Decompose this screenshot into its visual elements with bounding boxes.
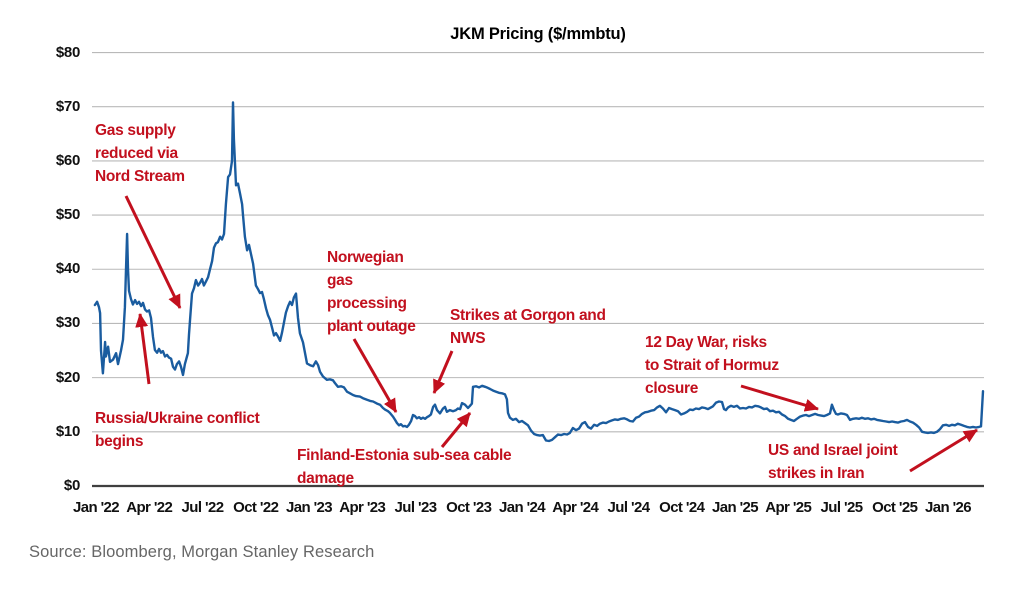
annotation-arrow-russia-ukraine	[135, 313, 151, 385]
x-tick-label: Jul '24	[607, 499, 651, 516]
x-tick-label: Jan '22	[72, 499, 120, 516]
x-tick-label: Apr '25	[765, 499, 812, 516]
y-tick-label: $0	[63, 477, 80, 494]
y-tick-label: $40	[55, 260, 80, 278]
x-tick-label: Oct '25	[872, 499, 918, 516]
annotation-arrow-twelve-day-war	[740, 384, 819, 412]
annotation-arrow-gorgon-nws	[432, 350, 454, 394]
x-tick-label: Jan '23	[285, 499, 333, 516]
annotation-arrow-us-israel-strikes	[909, 428, 978, 473]
annotation-norwegian-outage: Norwegian gas processing plant outage	[327, 249, 416, 335]
chart-title: JKM Pricing ($/mmbtu)	[450, 25, 626, 43]
x-tick-label: Jan '26	[924, 499, 972, 516]
x-tick-label: Jul '25	[820, 499, 864, 516]
y-tick-label: $60	[55, 151, 80, 169]
x-tick-label: Oct '22	[233, 499, 279, 516]
y-tick-label: $30	[55, 314, 80, 332]
x-tick-label: Apr '24	[552, 499, 599, 516]
annotation-arrow-norwegian-outage	[352, 338, 398, 413]
annotation-arrow-finland-estonia	[440, 412, 472, 448]
x-tick-label: Jan '25	[711, 499, 759, 516]
x-tick-label: Apr '23	[339, 499, 386, 516]
x-tick-label: Oct '24	[659, 499, 705, 516]
y-tick-label: $70	[55, 97, 80, 115]
annotation-twelve-day-war: 12 Day War, risks to Strait of Hormuz cl…	[645, 334, 779, 397]
annotation-gorgon-nws: Strikes at Gorgon and NWS	[450, 307, 606, 347]
x-tick-label: Jan '24	[498, 499, 546, 516]
y-tick-label: $50	[55, 206, 80, 224]
x-tick-label: Jul '22	[181, 499, 225, 516]
source-note: Source: Bloomberg, Morgan Stanley Resear…	[29, 543, 375, 561]
annotation-russia-ukraine: Russia/Ukraine conflict begins	[95, 410, 260, 450]
y-tick-label: $20	[55, 368, 80, 386]
y-tick-label: $80	[55, 43, 80, 61]
x-tick-label: Oct '23	[446, 499, 492, 516]
x-tick-label: Jul '23	[394, 499, 438, 516]
jkm-price-line	[93, 101, 985, 443]
y-tick-label: $10	[55, 422, 80, 440]
annotation-arrow-nord-stream	[124, 195, 182, 309]
annotation-nord-stream: Gas supply reduced via Nord Stream	[95, 122, 185, 185]
x-tick-label: Apr '22	[126, 499, 173, 516]
annotation-us-israel-strikes: US and Israel joint strikes in Iran	[768, 442, 898, 482]
annotation-finland-estonia: Finland-Estonia sub-sea cable damage	[297, 447, 512, 487]
